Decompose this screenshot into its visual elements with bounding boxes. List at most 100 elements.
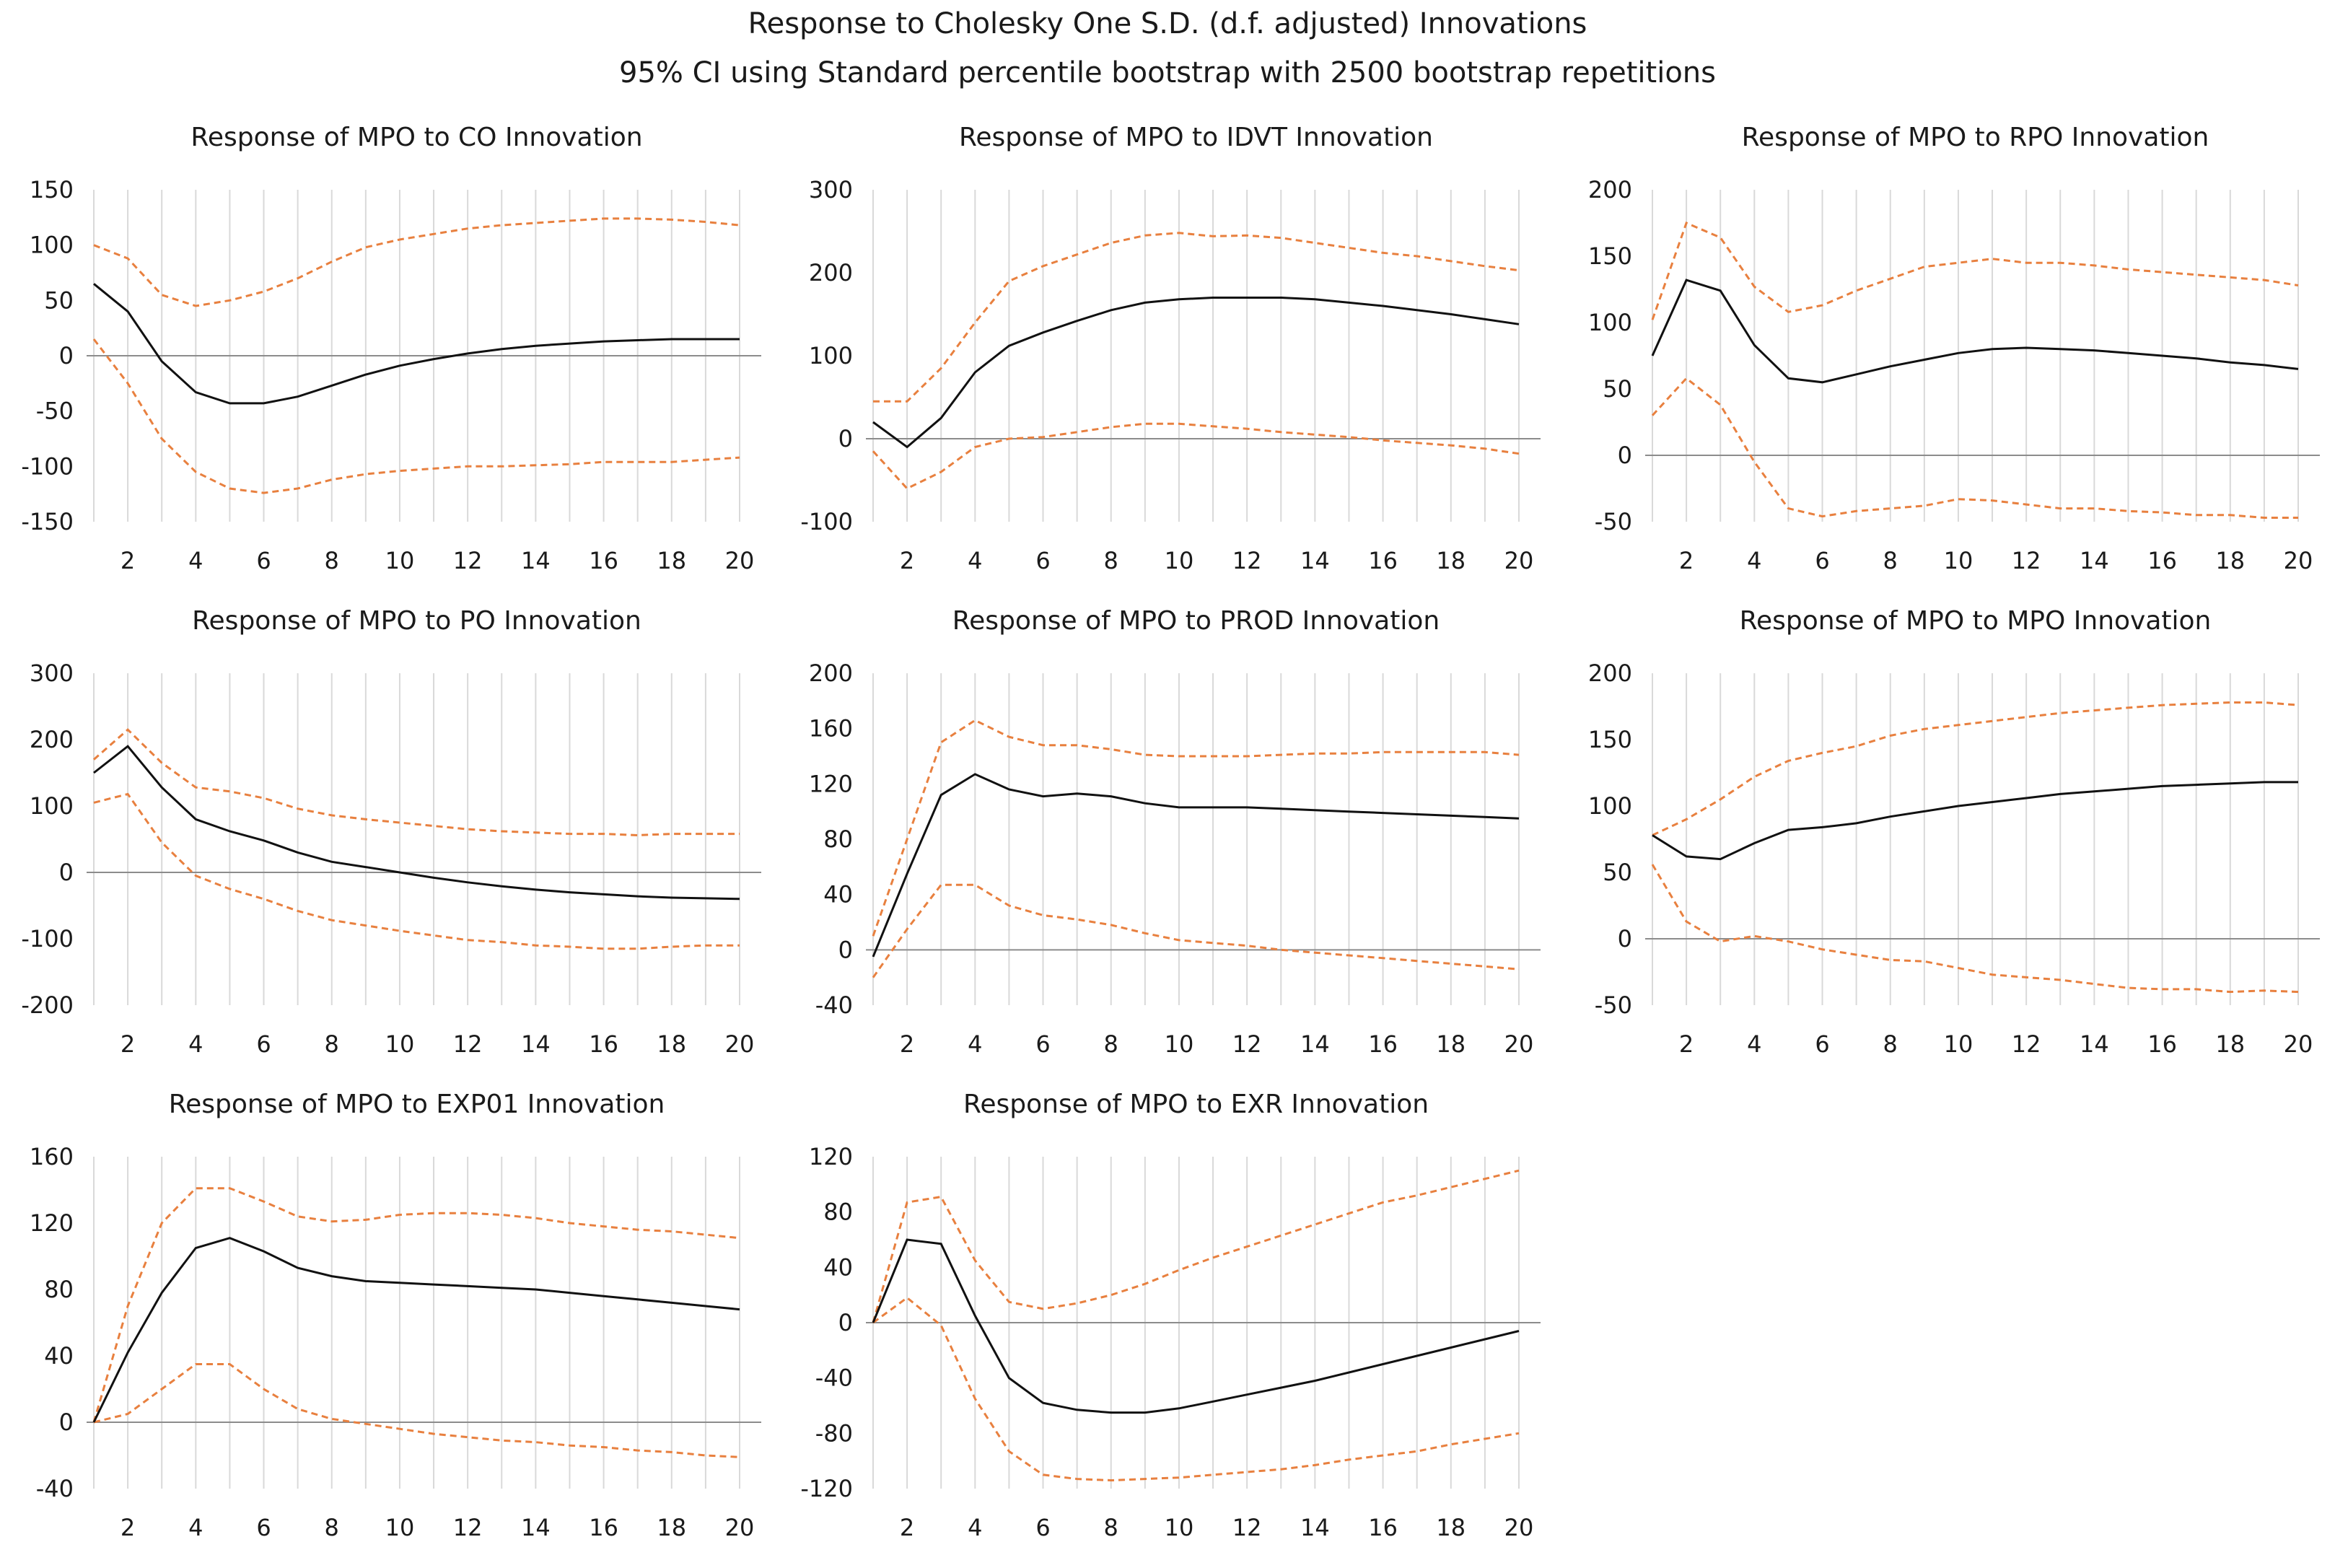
x-tick-label: 4 (188, 547, 203, 574)
y-tick-label: 200 (1588, 176, 1632, 203)
x-tick-label: 8 (1104, 1514, 1118, 1541)
x-tick-label: 8 (1104, 547, 1118, 574)
x-tick-label: 18 (1436, 1030, 1466, 1058)
y-tick-label: 100 (30, 792, 74, 820)
x-tick-label: 16 (589, 547, 618, 574)
y-tick-label: 0 (838, 425, 853, 452)
x-tick-label: 14 (2080, 1030, 2109, 1058)
x-tick-label: 2 (121, 1514, 135, 1541)
y-tick-label: -50 (1595, 508, 1632, 535)
x-tick-label: 16 (589, 1514, 618, 1541)
x-tick-label: 18 (657, 1030, 686, 1058)
response-line (872, 1238, 1520, 1414)
chart-panel-mpo: 200 150 100 50 0 -50 2 4 6 8 10 12 14 16 18 20 Response … (1559, 599, 2335, 1075)
ci-upper-line (93, 728, 740, 837)
y-tick-label: 0 (59, 859, 74, 886)
y-tick-label: 80 (823, 825, 853, 853)
chart-panel-co: 150 100 50 0 -50 -100 -150 2 4 6 8 10 12 14 16 18 20 Resp… (0, 115, 779, 592)
x-tick-label: 4 (968, 1514, 982, 1541)
y-tick-label: 50 (1603, 859, 1632, 886)
x-tick-label: 6 (256, 1514, 271, 1541)
x-tick-label: 8 (325, 1030, 339, 1058)
x-tick-label: 16 (1368, 1514, 1398, 1541)
response-line (93, 283, 740, 405)
y-tick-label: 0 (59, 1409, 74, 1436)
x-tick-label: 14 (2080, 547, 2109, 574)
chart-title: Response of MPO to MPO Innovation (1740, 606, 2212, 636)
ci-lower-line (93, 792, 740, 950)
y-tick-label: 100 (809, 342, 853, 369)
response-line (1652, 781, 2298, 861)
y-tick-label: 300 (30, 660, 74, 687)
x-tick-label: 12 (1232, 547, 1262, 574)
chart-panel-exp01: 160 120 80 40 0 -40 2 4 6 8 10 12 14 16 18 20 Response o… (0, 1082, 779, 1559)
x-tick-label: 20 (1504, 1030, 1534, 1058)
x-tick-label: 4 (968, 1030, 982, 1058)
y-tick-label: -50 (1595, 991, 1632, 1019)
x-tick-label: 14 (1300, 1030, 1330, 1058)
y-tick-label: 200 (1588, 660, 1632, 687)
x-tick-label: 6 (256, 547, 271, 574)
response-line (872, 297, 1520, 449)
y-tick-label: 0 (838, 936, 853, 963)
y-tick-label: -40 (815, 1365, 853, 1392)
y-tick-label: 100 (30, 232, 74, 259)
x-tick-label: 6 (1035, 1030, 1050, 1058)
response-line (93, 745, 740, 901)
ci-lower-line (872, 883, 1520, 978)
y-tick-label: 150 (30, 176, 74, 203)
y-tick-label: -50 (36, 398, 74, 425)
chart-title: Response of MPO to RPO Innovation (1742, 123, 2209, 152)
chart-title: Response of MPO to CO Innovation (190, 123, 642, 152)
x-tick-label: 10 (385, 547, 415, 574)
x-tick-label: 20 (2284, 1030, 2313, 1058)
x-tick-label: 14 (1300, 547, 1330, 574)
response-line (872, 773, 1520, 958)
y-tick-label: 150 (1588, 242, 1632, 270)
y-tick-label: -80 (815, 1419, 853, 1447)
x-tick-label: 10 (1165, 1514, 1194, 1541)
y-tick-label: -150 (21, 508, 74, 535)
ci-upper-line (872, 719, 1520, 937)
x-tick-label: 16 (2147, 547, 2177, 574)
x-tick-label: 18 (657, 547, 686, 574)
x-tick-label: 10 (1944, 547, 1973, 574)
chart-title: Response of MPO to PO Innovation (192, 606, 641, 636)
x-tick-label: 10 (1165, 1030, 1194, 1058)
y-tick-label: -200 (21, 991, 74, 1019)
x-tick-label: 8 (1883, 1030, 1898, 1058)
x-tick-label: 12 (1232, 1030, 1262, 1058)
y-tick-label: 150 (1588, 726, 1632, 753)
x-tick-label: 16 (2147, 1030, 2177, 1058)
x-tick-label: 2 (121, 1030, 135, 1058)
ci-upper-line (872, 1169, 1520, 1323)
x-tick-label: 4 (188, 1030, 203, 1058)
ci-upper-line (1651, 221, 2299, 320)
y-tick-label: 200 (30, 726, 74, 753)
chart-panel-exr: 120 80 40 0 -40 -80 -120 2 4 6 8 10 12 14 16 18 20 Respon… (779, 1082, 1559, 1559)
x-tick-label: 16 (1368, 1030, 1398, 1058)
response-line (1651, 279, 2299, 384)
y-tick-label: 100 (1588, 309, 1632, 336)
y-tick-label: 80 (44, 1276, 74, 1303)
ci-lower-line (1651, 377, 2298, 519)
y-tick-label: 0 (1618, 925, 1632, 952)
x-tick-label: 14 (521, 547, 551, 574)
y-tick-label: 40 (823, 1253, 853, 1281)
x-tick-label: 4 (1747, 547, 1761, 574)
ci-lower-line (1651, 864, 2299, 994)
x-tick-label: 6 (1815, 547, 1829, 574)
y-tick-label: 0 (838, 1309, 853, 1336)
ci-lower-line (93, 1363, 740, 1458)
chart-panel-rpo: 200 150 100 50 0 -50 2 4 6 8 10 12 14 16 18 20 Response … (1559, 115, 2335, 592)
y-tick-label: -120 (800, 1475, 853, 1502)
y-tick-label: -100 (21, 925, 74, 952)
ci-lower-line (872, 422, 1520, 490)
chart-panel-po: 300 200 100 0 -100 -200 2 4 6 8 10 12 14 16 18 20 Respon… (0, 599, 779, 1075)
x-tick-label: 10 (385, 1030, 415, 1058)
x-tick-label: 12 (453, 547, 483, 574)
x-tick-label: 20 (1504, 547, 1534, 574)
y-tick-label: 160 (809, 715, 853, 743)
y-tick-label: -100 (800, 508, 853, 535)
main-subtitle: 95% CI using Standard percentile bootstr… (619, 56, 1716, 89)
